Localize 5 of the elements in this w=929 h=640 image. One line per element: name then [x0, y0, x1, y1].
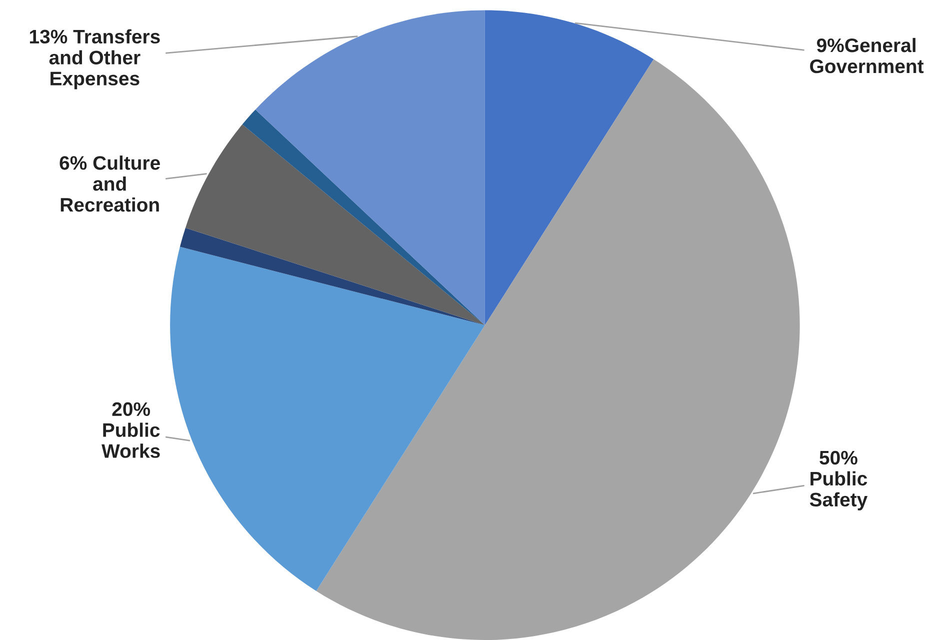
slice-label: 13% Transfers and Other Expenses	[30, 29, 160, 90]
slice-label: 6% Culture and Recreation	[60, 156, 160, 212]
slice-label: 50% Public Safety	[810, 450, 868, 510]
slice-label: 20% Public Works	[102, 402, 160, 458]
slice-label: 9%General Government	[810, 38, 924, 74]
